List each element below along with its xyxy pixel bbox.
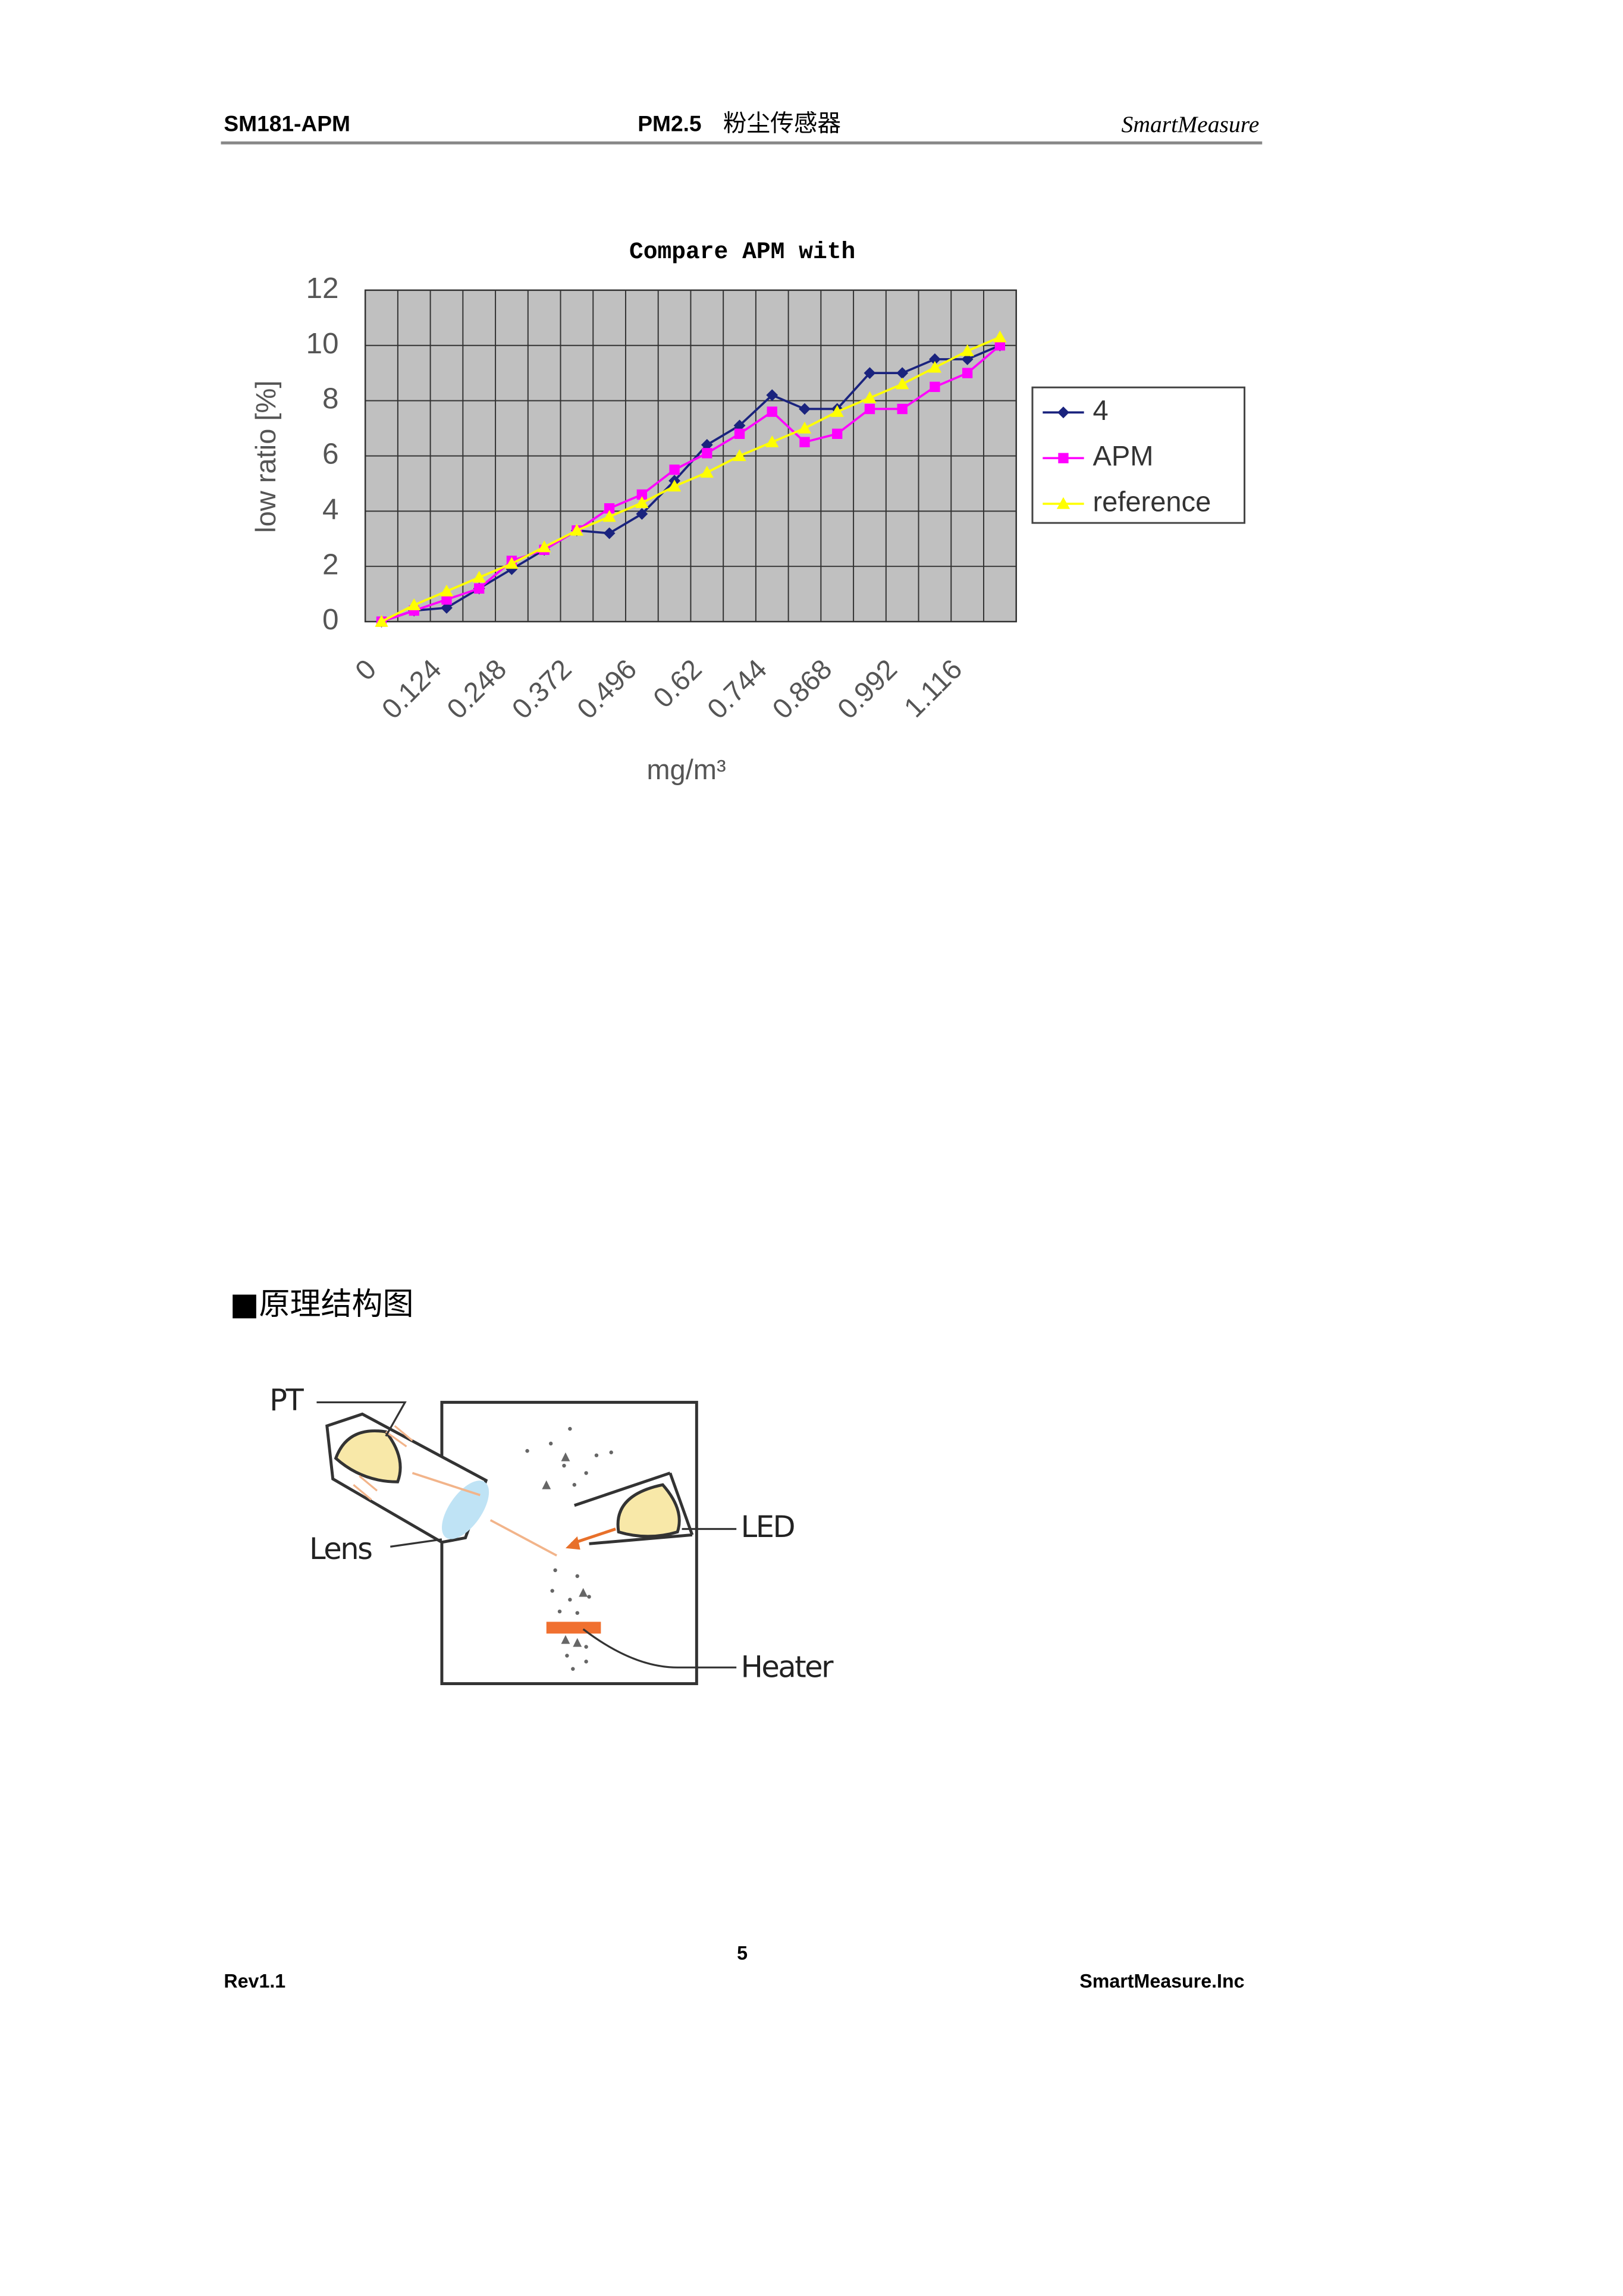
y-tick-label: 10 xyxy=(306,327,338,360)
section-heading: ■原理结构图 xyxy=(230,1287,413,1322)
y-tick-label: 12 xyxy=(306,272,338,305)
chart: Compare APM with low ratio [%] mg/m³ 0 2 4… xyxy=(250,239,1246,785)
data-point xyxy=(375,614,388,627)
data-point xyxy=(830,405,844,417)
data-point xyxy=(897,403,908,415)
data-point xyxy=(896,377,909,390)
led-tube xyxy=(574,1472,694,1545)
data-point xyxy=(635,496,649,509)
led-element xyxy=(616,1483,681,1538)
data-point xyxy=(701,438,713,451)
data-point xyxy=(993,330,1007,343)
data-point xyxy=(928,360,942,373)
header-right: SmartMeasure xyxy=(1122,111,1260,137)
data-point xyxy=(961,353,974,365)
led-beam-head xyxy=(565,1536,580,1550)
data-point xyxy=(441,601,453,614)
header-left: SM181-APM xyxy=(224,111,350,136)
header-center: PM2.5 xyxy=(638,111,701,136)
chart-title: Compare APM with xyxy=(629,239,855,265)
data-point xyxy=(441,594,452,605)
lens-leader xyxy=(390,1538,442,1548)
data-point xyxy=(765,435,779,447)
footer-left: Rev1.1 xyxy=(224,1971,285,1992)
legend-label: APM xyxy=(1093,440,1153,472)
data-point xyxy=(700,466,714,478)
data-point xyxy=(733,449,746,462)
led-beam xyxy=(571,1527,616,1545)
heater-leader xyxy=(582,1628,737,1668)
pt-element xyxy=(334,1429,402,1483)
pt-leader xyxy=(316,1401,407,1437)
series-line xyxy=(381,344,1001,623)
page-number: 5 xyxy=(737,1943,748,1964)
label-heater: Heater xyxy=(741,1649,834,1684)
data-point xyxy=(669,465,680,475)
data-point xyxy=(767,406,777,417)
data-point xyxy=(962,368,973,378)
data-point xyxy=(667,479,682,492)
heater xyxy=(546,1621,601,1634)
principle-diagram: PT Lens LED Heater xyxy=(269,1383,836,1686)
data-point xyxy=(832,428,843,439)
data-point xyxy=(864,403,875,415)
data-point xyxy=(863,391,877,403)
pt-rays xyxy=(353,1425,413,1501)
data-point xyxy=(636,489,648,500)
data-point xyxy=(472,570,486,583)
data-point xyxy=(1057,406,1069,419)
y-tick-label: 0 xyxy=(322,603,339,636)
data-point xyxy=(930,381,940,393)
x-axis-label: mg/m³ xyxy=(646,754,726,785)
legend-label: reference xyxy=(1093,485,1211,517)
label-pt: PT xyxy=(269,1383,304,1417)
series-line xyxy=(381,336,1001,623)
data-point xyxy=(1058,453,1069,463)
y-tick-label: 8 xyxy=(322,382,339,415)
label-led: LED xyxy=(741,1510,795,1544)
y-tick-label: 4 xyxy=(322,493,339,525)
data-point xyxy=(538,540,551,553)
data-point xyxy=(960,344,974,356)
data-point xyxy=(702,448,712,459)
data-point xyxy=(799,437,810,447)
y-tick-label: 6 xyxy=(322,438,339,471)
particles xyxy=(525,1426,613,1671)
y-axis-label: low ratio [%] xyxy=(250,381,281,533)
data-point xyxy=(603,527,616,540)
data-point xyxy=(896,367,909,379)
data-point xyxy=(440,584,454,597)
scatter-beam xyxy=(412,1472,557,1557)
data-point xyxy=(570,523,584,536)
data-point xyxy=(798,421,812,434)
y-tick-label: 2 xyxy=(322,548,339,581)
data-point xyxy=(602,510,616,522)
data-point xyxy=(734,428,745,439)
data-point xyxy=(994,340,1006,351)
data-point xyxy=(928,353,941,365)
data-point xyxy=(474,583,485,594)
data-point xyxy=(733,419,746,432)
legend-label: 4 xyxy=(1093,394,1108,426)
data-point xyxy=(407,598,421,610)
footer-right: SmartMeasure.Inc xyxy=(1079,1971,1244,1992)
data-point xyxy=(505,557,519,569)
label-lens: Lens xyxy=(309,1532,372,1566)
header-center-sub: 粉尘传感器 xyxy=(723,110,841,137)
data-point xyxy=(604,503,615,514)
data-point xyxy=(1056,497,1071,509)
